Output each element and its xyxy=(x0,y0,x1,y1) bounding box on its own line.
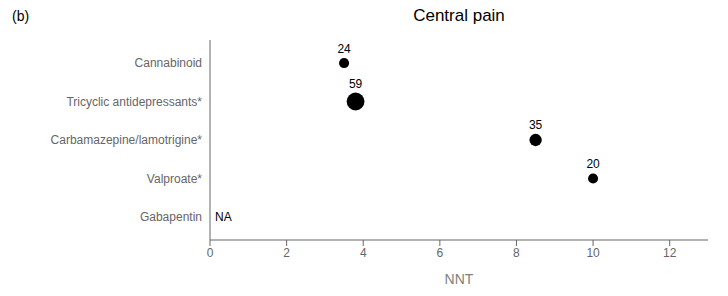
svg-text:Tricyclic antidepressants*: Tricyclic antidepressants* xyxy=(66,95,202,109)
svg-text:NNT: NNT xyxy=(445,271,474,287)
svg-text:20: 20 xyxy=(586,157,600,171)
svg-text:Carbamazepine/lamotrigine*: Carbamazepine/lamotrigine* xyxy=(51,133,203,147)
svg-text:Cannabinoid: Cannabinoid xyxy=(135,56,202,70)
svg-text:24: 24 xyxy=(337,42,351,56)
svg-text:NA: NA xyxy=(215,210,232,224)
svg-text:10: 10 xyxy=(586,246,600,260)
svg-text:6: 6 xyxy=(437,246,444,260)
svg-text:Gabapentin: Gabapentin xyxy=(140,210,202,224)
svg-text:0: 0 xyxy=(207,246,214,260)
svg-text:2: 2 xyxy=(283,246,290,260)
svg-text:8: 8 xyxy=(513,246,520,260)
svg-text:35: 35 xyxy=(529,118,543,132)
svg-text:4: 4 xyxy=(360,246,367,260)
svg-text:59: 59 xyxy=(349,77,363,91)
html-text:(b): (b) xyxy=(12,8,30,24)
svg-text:12: 12 xyxy=(663,246,677,260)
html-text:Central pain: Central pain xyxy=(413,6,505,25)
svg-text:Valproate*: Valproate* xyxy=(147,172,202,186)
